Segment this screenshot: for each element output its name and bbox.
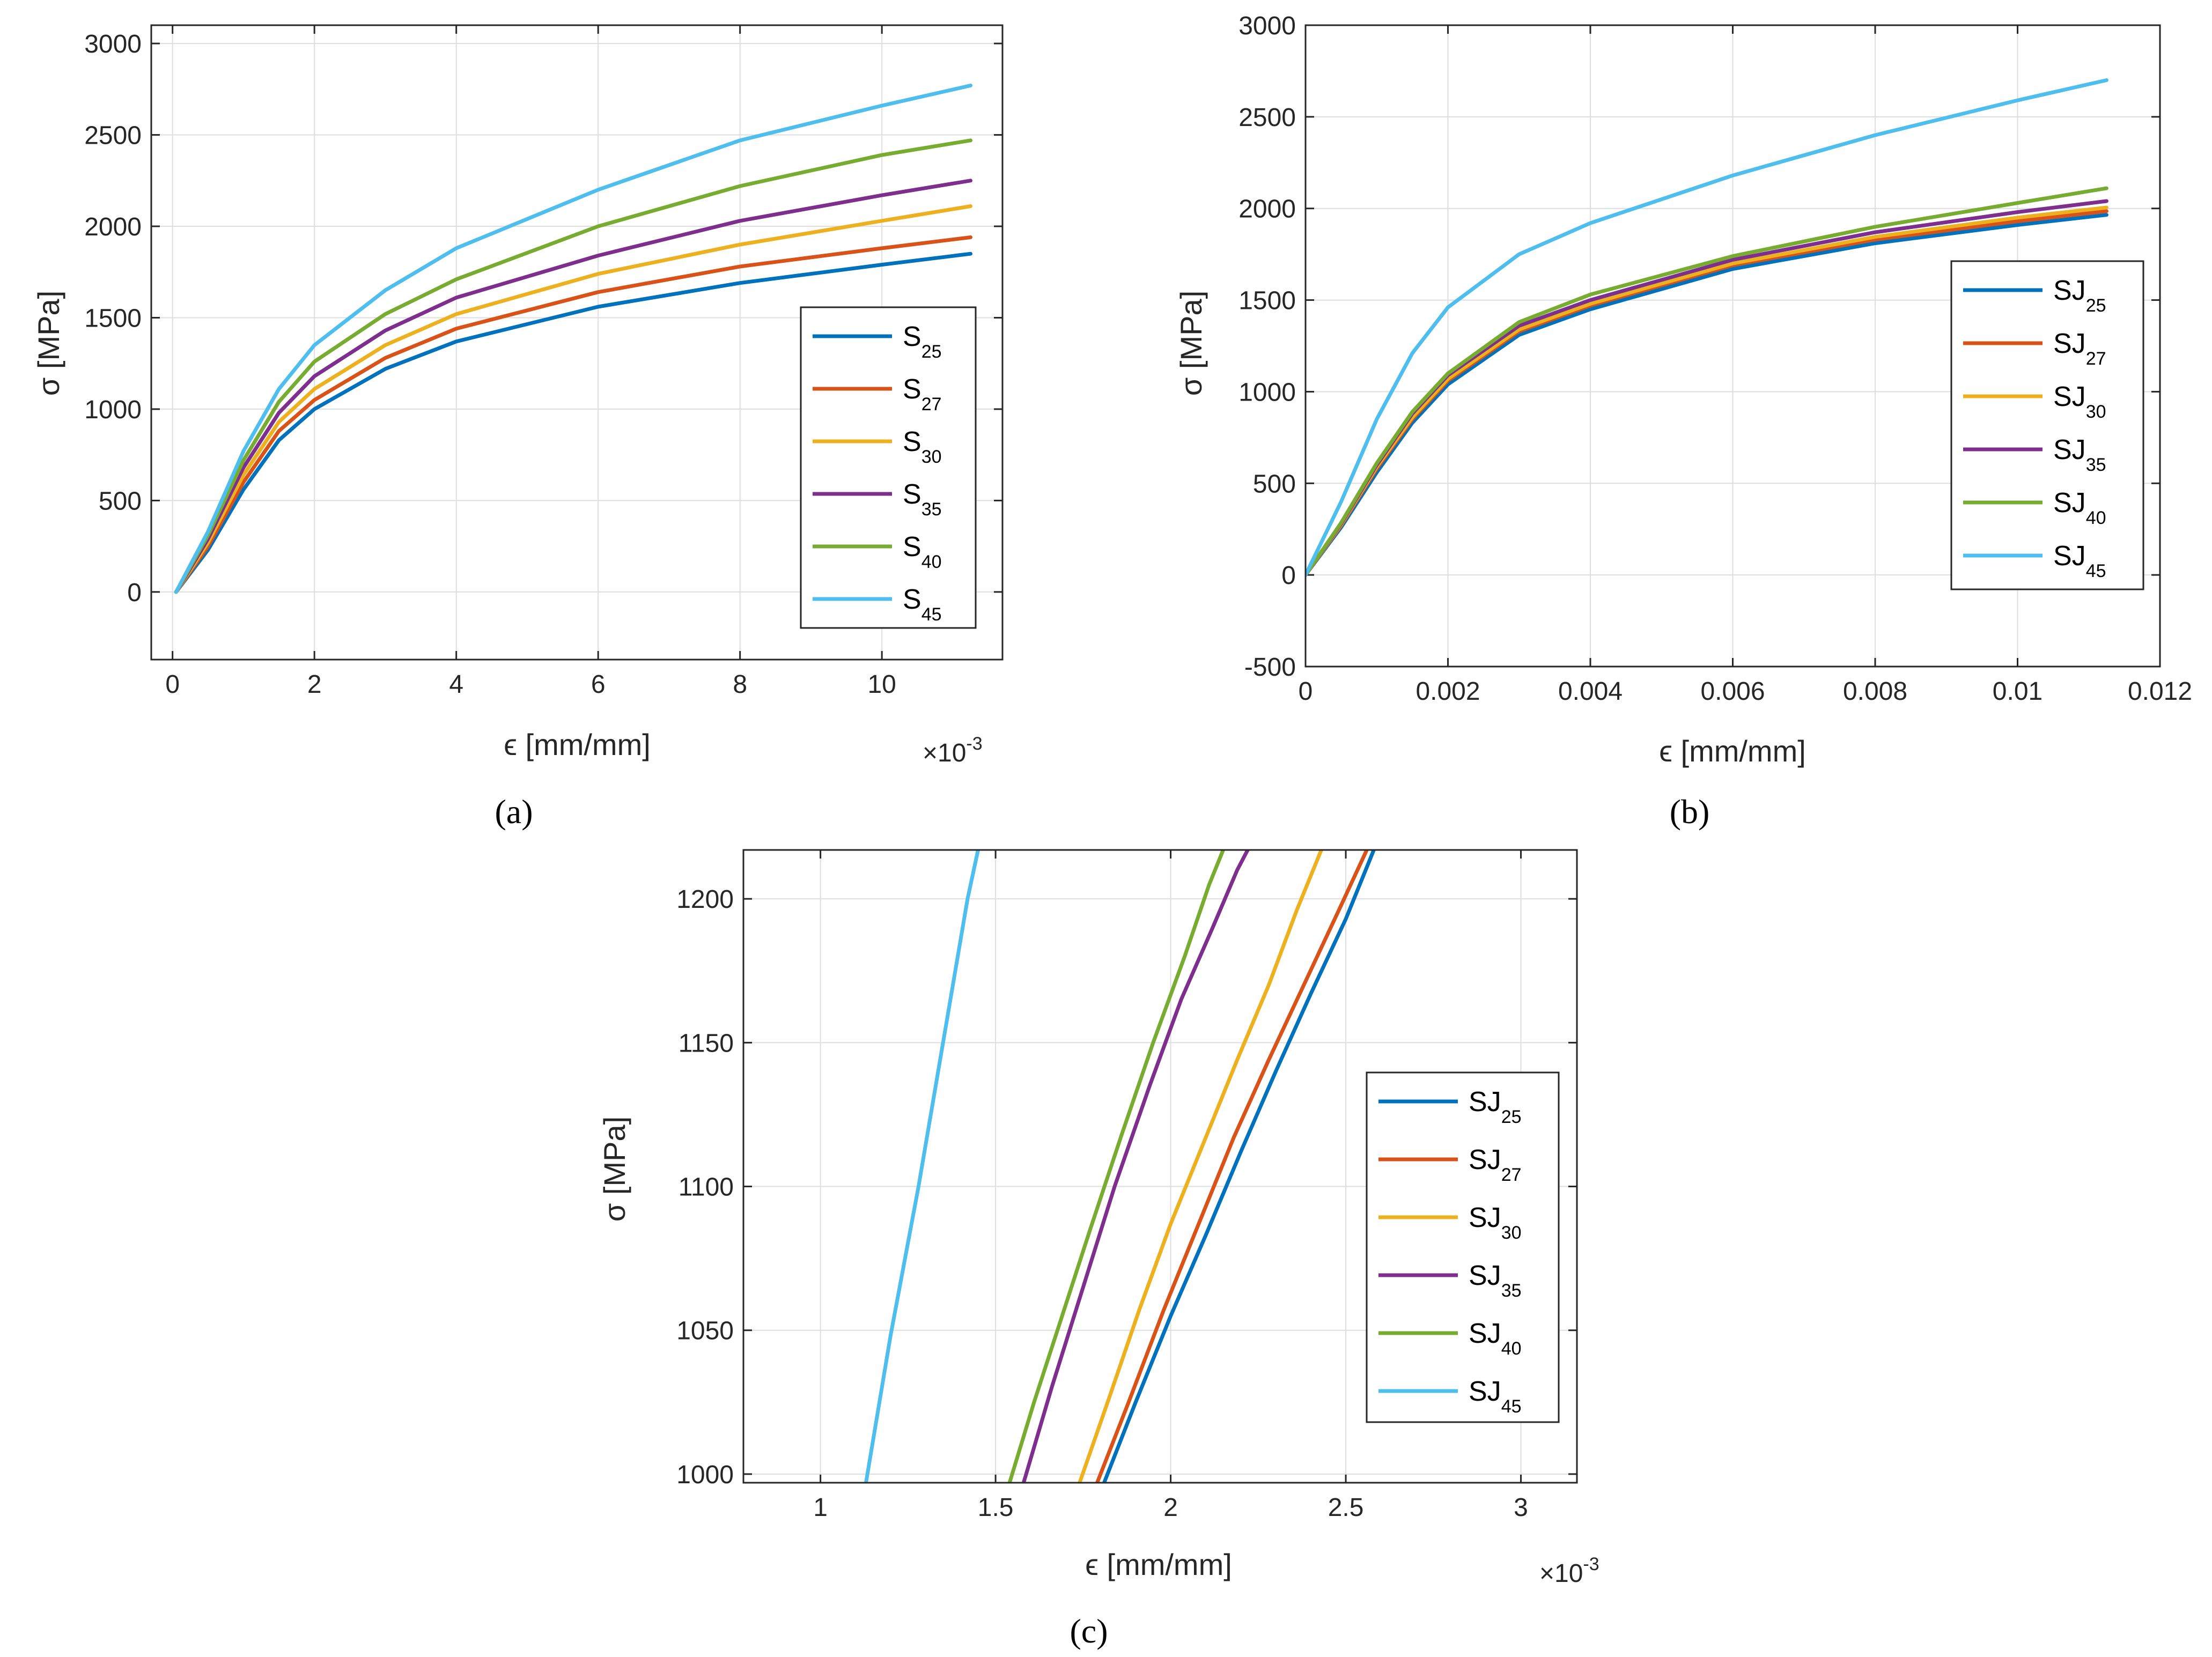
- y-tick-label: 3000: [1238, 12, 1296, 40]
- x-tick-label: 4: [449, 670, 463, 699]
- y-axis-label: σ [MPa]: [32, 291, 65, 396]
- panel-label: (b): [1670, 793, 1710, 831]
- series-line-sj40: [1007, 850, 1225, 1483]
- series-line-sj40: [1306, 186, 2108, 577]
- series-line-s25: [174, 251, 972, 594]
- series-line-sj25: [1102, 850, 1376, 1483]
- x-axis-label: ϵ [mm/mm]: [504, 728, 651, 761]
- series-line-s30: [174, 204, 972, 594]
- x-axis-exponent-power: -3: [966, 734, 982, 754]
- chart-a: 0 2 4 6 8 10050010001500200025003000S25S27S30…: [32, 24, 1004, 831]
- x-tick-label: 0.008: [1843, 677, 1907, 706]
- legend-label-subscript: 45: [1501, 1396, 1522, 1417]
- legend-label-subscript: 45: [921, 604, 942, 625]
- y-tick-label: 1000: [1238, 378, 1296, 406]
- y-axis-label: σ [MPa]: [1174, 291, 1208, 396]
- series-line-s45: [174, 84, 972, 594]
- y-tick-label: -500: [1244, 653, 1296, 682]
- x-tick-label: 0.012: [2128, 677, 2192, 706]
- x-tick-label: 2: [307, 670, 322, 699]
- x-axis-exponent: ×10-3: [1539, 1554, 1599, 1588]
- series-line-sj35: [1021, 850, 1250, 1483]
- x-axis-label: ϵ [mm/mm]: [1659, 734, 1806, 768]
- x-tick-label: 1: [813, 1493, 828, 1522]
- legend-label-subscript: 25: [2086, 295, 2106, 316]
- legend-label-subscript: 30: [1501, 1223, 1522, 1243]
- legend-label-subscript: 30: [2086, 402, 2106, 422]
- y-tick-label: 2000: [84, 213, 142, 241]
- x-tick-label: 10: [867, 670, 896, 699]
- x-axis-exponent: ×10-3: [923, 734, 983, 767]
- y-tick-label: 1050: [676, 1317, 734, 1345]
- y-tick-label: 500: [1253, 470, 1296, 498]
- legend-box: [1366, 1071, 1560, 1423]
- x-axis-label: ϵ [mm/mm]: [1085, 1548, 1232, 1581]
- panel-label: (a): [495, 793, 533, 831]
- series-line-sj45: [1306, 78, 2108, 577]
- x-tick-label: 0.01: [1993, 677, 2043, 706]
- x-tick-label: 0.002: [1415, 677, 1480, 706]
- legend-label-subscript: 25: [921, 342, 942, 362]
- series-line-s27: [174, 235, 972, 594]
- y-tick-label: 3000: [84, 30, 142, 58]
- legend-label-subscript: 45: [2086, 561, 2106, 581]
- y-tick-label: 0: [1281, 561, 1296, 590]
- y-tick-label: 1500: [1238, 287, 1296, 315]
- y-tick-label: 2500: [84, 122, 142, 150]
- series-line-sj45: [864, 850, 980, 1483]
- x-tick-label: 3: [1514, 1493, 1528, 1522]
- chart-c: 1 1.5 2 2.5 310001050110011501200SJ25SJ27SJ3…: [598, 849, 1599, 1650]
- legend-label-subscript: 40: [2086, 508, 2106, 528]
- legend-label-subscript: 35: [921, 499, 942, 520]
- y-tick-label: 1200: [676, 885, 734, 914]
- legend-label-subscript: 27: [921, 394, 942, 415]
- x-tick-label: 0.006: [1700, 677, 1765, 706]
- y-tick-label: 1000: [84, 396, 142, 424]
- plot-frame: [150, 24, 1004, 661]
- y-tick-label: 2000: [1238, 195, 1296, 224]
- y-axis-label: σ [MPa]: [598, 1116, 631, 1222]
- chart-b: 0 0.002 0.004 0.006 0.008 0.01 0.012-500050010…: [1174, 12, 2192, 831]
- legend-label-subscript: 27: [1501, 1165, 1522, 1185]
- plot-frame: [1304, 24, 2161, 668]
- legend-label-subscript: 25: [1501, 1107, 1522, 1127]
- y-tick-label: 1100: [679, 1173, 734, 1202]
- y-tick-label: 0: [127, 579, 142, 607]
- legend-label-subscript: 40: [921, 552, 942, 572]
- x-tick-label: 2.5: [1328, 1493, 1364, 1522]
- series-line-s35: [174, 179, 972, 594]
- x-tick-label: 0: [165, 670, 180, 699]
- y-tick-label: 2500: [1238, 103, 1296, 132]
- y-tick-label: 1500: [84, 304, 142, 332]
- legend-label-subscript: 40: [1501, 1338, 1522, 1359]
- series-line-s40: [174, 138, 972, 594]
- legend-label-subscript: 35: [2086, 455, 2106, 475]
- y-tick-label: 500: [99, 487, 142, 515]
- legend-box: [800, 306, 977, 629]
- legend-label-subscript: 30: [921, 447, 942, 467]
- series-line-sj30: [1078, 850, 1323, 1483]
- legend-box: [1950, 260, 2144, 590]
- legend-label-subscript: 27: [2086, 349, 2106, 369]
- x-tick-label: 2: [1163, 1493, 1178, 1522]
- x-tick-label: 8: [733, 670, 747, 699]
- x-axis-exponent-power: -3: [1583, 1554, 1599, 1574]
- panel-label: (c): [1070, 1612, 1108, 1650]
- x-tick-label: 0: [1299, 677, 1313, 706]
- series-line-sj27: [1095, 850, 1369, 1483]
- y-tick-label: 1000: [676, 1461, 734, 1489]
- x-tick-label: 0.004: [1558, 677, 1623, 706]
- x-tick-label: 6: [591, 670, 606, 699]
- legend-label-subscript: 35: [1501, 1281, 1522, 1301]
- x-tick-label: 1.5: [978, 1493, 1014, 1522]
- y-tick-label: 1150: [679, 1029, 734, 1057]
- plot-frame: [742, 849, 1578, 1484]
